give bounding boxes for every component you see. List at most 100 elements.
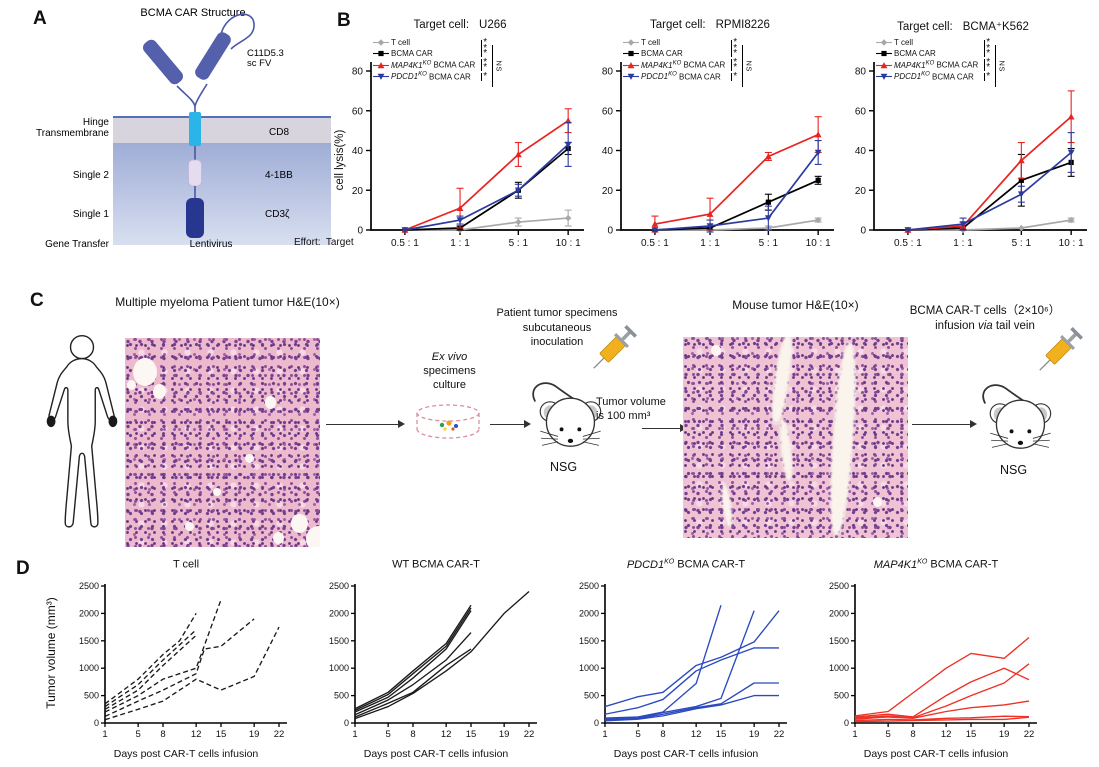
car-structure-diagram: BCMA CAR Structure Hinge Transmembrane S…: [36, 7, 331, 250]
ex-vivo-caption: Ex vivo specimens culture: [402, 350, 497, 392]
x-tick-label: 1 : 1: [953, 238, 973, 249]
chart-title-value: RPMI8226: [715, 19, 770, 31]
mouse-whiskers: [990, 432, 1051, 448]
x-tick-label: 8: [910, 729, 915, 740]
significance-item: *: [481, 72, 490, 81]
significance-column: *** ** *: [731, 38, 740, 81]
vacuole: [873, 497, 882, 507]
chart-title: Target cell: RPMI8226: [585, 19, 835, 31]
title-sup: KO: [917, 558, 928, 565]
x-tick-label: 19: [749, 729, 760, 740]
significance-brackets: *** ** * NS: [731, 38, 755, 87]
tissue-streak: [768, 337, 796, 426]
vacuole: [213, 488, 221, 496]
effort-target-label: Effort: Target: [294, 237, 354, 248]
cd3zeta-label: CD3ζ: [265, 209, 290, 220]
nsg-label-2: NSG: [1000, 463, 1028, 477]
vacuole: [265, 396, 276, 409]
x-tick-label: 1 : 1: [450, 238, 470, 249]
mouse-body: [545, 397, 596, 447]
x-tick-label: 5: [135, 729, 140, 740]
x-tick-label: 0.5 : 1: [391, 238, 419, 249]
y-tick-label: 40: [352, 146, 364, 157]
x-tick-label: 1: [852, 729, 857, 740]
legend-item-t-cell: T cell: [876, 37, 978, 47]
significance-item: **: [984, 56, 993, 73]
x-tick-label: 0.5 : 1: [894, 238, 922, 249]
cytotoxicity-chart-rpmi8226: 0 20 40 60 80 0.5 : 1 1 : 1 5 : 1 10 : 1 Target …: [585, 10, 835, 272]
x-tick-label: 5 : 1: [509, 238, 529, 249]
scfv-label-line1: C11D5.3: [247, 48, 284, 59]
flow-arrow-1: [326, 420, 405, 428]
specimen-dot-green: [439, 422, 445, 428]
significance-item: *: [984, 72, 993, 81]
y-tick-label: 80: [855, 67, 867, 78]
mouse-tumor-trace: [854, 663, 1030, 719]
mouse-he-title: Mouse tumor H&E(10×): [732, 298, 859, 312]
mouse-tumor-trace: [104, 634, 197, 710]
single1-label: Single 1: [73, 209, 110, 220]
inoculation-line2: subcutaneous: [522, 321, 592, 334]
y-tick-label: 60: [855, 106, 867, 117]
y-tick-label: 500: [84, 691, 99, 701]
vacuole: [711, 345, 721, 356]
mouse-tumor-trace: [104, 629, 197, 708]
x-tick-label: 5 : 1: [1012, 238, 1032, 249]
x-tick-label: 0.5 : 1: [641, 238, 669, 249]
x-tick-label: 10 : 1: [556, 238, 581, 249]
significance-stars: ***: [986, 37, 991, 60]
tissue-streak: [826, 342, 860, 536]
y-tick-label: 1500: [329, 636, 349, 646]
x-tick-label: 10 : 1: [1059, 238, 1084, 249]
legend-marker-icon: [373, 73, 389, 80]
y-tick-label: 20: [855, 186, 867, 197]
scfv-label-line2: sc FV: [247, 58, 272, 69]
x-tick-label: 5: [635, 729, 640, 740]
x-tick-label: 22: [274, 729, 285, 740]
petri-dish: [416, 404, 480, 439]
x-tick-label: 19: [999, 729, 1010, 740]
y-tick-label: 40: [602, 146, 614, 157]
y-tick-label: 60: [352, 106, 364, 117]
infusion-via: via: [977, 320, 993, 332]
chart-title: T cell: [74, 558, 298, 571]
mouse-nsg-1: [532, 382, 602, 447]
legend-item-bcma-car: BCMA CAR: [373, 49, 475, 59]
legend-item-bcma-car: BCMA CAR: [876, 49, 978, 59]
legend-label: MAP4K1KO BCMA CAR: [641, 60, 726, 70]
tumor-volume-caption: Tumor volume is 100 mm³: [596, 396, 688, 423]
chart-title-value: BCMA⁺K562: [962, 21, 1029, 33]
legend-label: T cell: [894, 37, 913, 47]
x-tick-label: 15: [716, 729, 727, 740]
y-tick-label: 0: [607, 226, 613, 237]
chart-title: Target cell: U266: [335, 19, 585, 31]
x-tick-label: 1: [102, 729, 107, 740]
y-tick-label: 2500: [829, 581, 849, 591]
legend-item-bcma-car: BCMA CAR: [623, 49, 725, 59]
y-tick-label: 1000: [829, 663, 849, 673]
ns-label: NS: [997, 60, 1007, 72]
significance-stars: **: [986, 56, 991, 73]
mouse-tumor-trace: [854, 636, 1030, 717]
patient-he-title: Multiple myeloma Patient tumor H&E(10×): [115, 295, 340, 309]
y-tick-label: 0: [594, 718, 599, 728]
legend-label: T cell: [641, 37, 660, 47]
mouse-tumor-trace: [354, 610, 472, 713]
legend-label: BCMA CAR: [641, 49, 683, 58]
significance-ns: NS: [742, 45, 755, 87]
cytotoxicity-plot-rpmi8226: 0 20 40 60 80 0.5 : 1 1 : 1 5 : 1 10 : 1: [602, 62, 834, 249]
flow-arrow-2: [490, 420, 531, 428]
x-tick-label: 19: [249, 729, 260, 740]
legend-marker-icon: [373, 38, 389, 46]
y-tick-label: 20: [352, 186, 364, 197]
title-rest: WT BCMA CAR-T: [392, 558, 480, 571]
legend-marker-icon: [623, 50, 639, 57]
y-tick-label: 0: [844, 718, 849, 728]
mouse-tumor-trace: [354, 590, 530, 720]
chart-title-prefix: Target cell:: [413, 19, 470, 31]
mouse-nsg-2: [982, 384, 1052, 449]
costim-segment: [188, 159, 202, 187]
y-tick-label: 60: [602, 106, 614, 117]
